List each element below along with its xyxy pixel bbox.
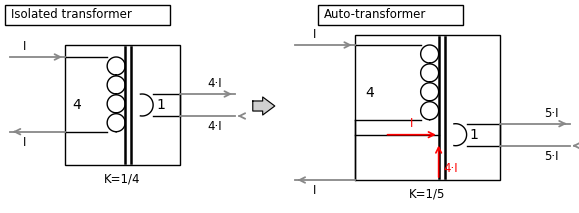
Bar: [318, 5, 463, 25]
Text: 4·I: 4·I: [444, 161, 458, 174]
Text: 5·I: 5·I: [544, 150, 559, 163]
Text: K=1/5: K=1/5: [409, 187, 445, 200]
Text: Isolated transformer: Isolated transformer: [11, 9, 132, 22]
Text: 4·I: 4·I: [207, 120, 222, 133]
Text: 4: 4: [72, 98, 81, 112]
Text: I: I: [313, 184, 317, 197]
Text: 1: 1: [156, 98, 165, 112]
Bar: [5, 5, 170, 25]
Text: I: I: [313, 28, 317, 41]
Text: 4·I: 4·I: [207, 77, 222, 90]
Text: Auto-transformer: Auto-transformer: [324, 9, 426, 22]
Text: I: I: [23, 40, 27, 53]
Text: I: I: [23, 136, 27, 149]
Text: 1: 1: [470, 128, 478, 142]
Text: K=1/4: K=1/4: [104, 173, 141, 186]
Bar: [355, 35, 500, 180]
Bar: [65, 45, 180, 165]
Text: 4: 4: [365, 86, 374, 100]
Text: 5·I: 5·I: [544, 107, 559, 120]
Text: I: I: [410, 117, 413, 130]
Polygon shape: [253, 97, 275, 115]
